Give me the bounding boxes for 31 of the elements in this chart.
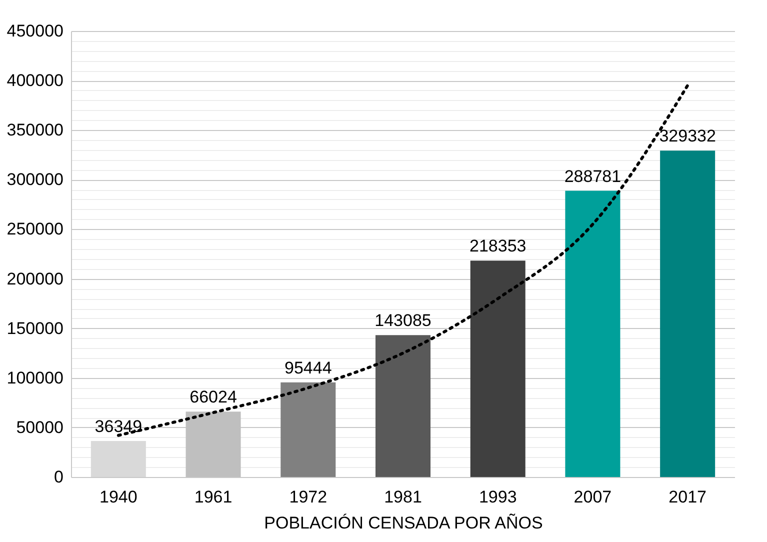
bar (90, 440, 146, 477)
y-tick-label: 0 (54, 468, 64, 486)
data-label: 66024 (190, 388, 237, 407)
x-tick-label: 2017 (668, 488, 706, 506)
y-tick-label: 50000 (16, 418, 64, 437)
y-tick-label: 200000 (6, 269, 64, 288)
bar (470, 260, 526, 477)
x-tick-label: 1993 (478, 488, 517, 506)
bar (375, 335, 431, 477)
bar (660, 150, 716, 477)
x-tick-label: 1940 (100, 488, 138, 506)
y-tick-label: 250000 (6, 220, 64, 239)
x-axis-title: POBLACIÓN CENSADA POR AÑOS (264, 514, 543, 532)
y-tick-label: 450000 (6, 22, 64, 40)
x-tick-label: 1981 (384, 488, 422, 506)
y-tick-label: 150000 (6, 318, 64, 338)
data-label: 143085 (374, 311, 432, 330)
bar (565, 190, 620, 477)
y-tick-label: 100000 (6, 368, 64, 388)
bar (280, 382, 336, 477)
y-tick-label: 300000 (6, 170, 64, 190)
data-label: 218353 (469, 236, 526, 256)
data-label: 36349 (94, 416, 142, 436)
data-label: 329332 (659, 126, 716, 146)
x-tick-label: 1972 (289, 488, 328, 506)
data-label: 288781 (564, 166, 622, 186)
y-tick-label: 400000 (6, 71, 64, 90)
data-label: 95444 (284, 358, 332, 378)
x-tick-label: 2007 (574, 488, 612, 506)
y-tick-label: 350000 (6, 120, 64, 140)
x-tick-label: 1961 (194, 488, 232, 506)
